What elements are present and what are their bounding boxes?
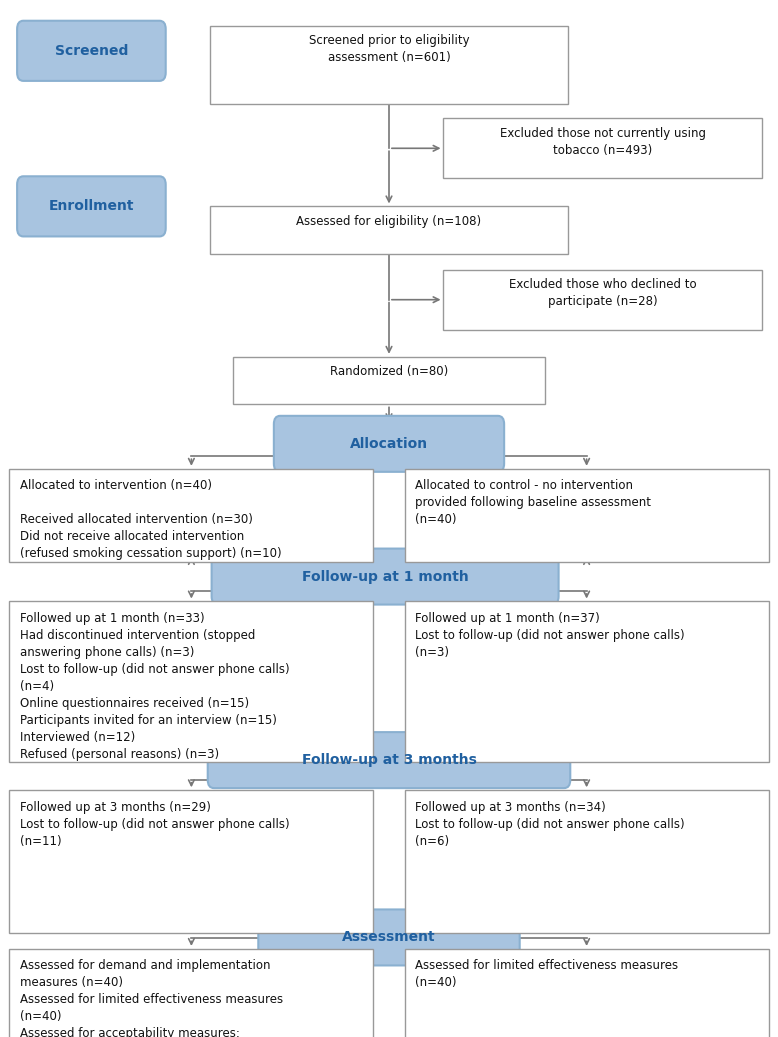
Text: Screened prior to eligibility
assessment (n=601): Screened prior to eligibility assessment…: [309, 34, 469, 64]
FancyBboxPatch shape: [405, 469, 769, 562]
FancyBboxPatch shape: [9, 601, 373, 762]
Text: Allocation: Allocation: [350, 437, 428, 451]
Text: Followed up at 1 month (n=37)
Lost to follow-up (did not answer phone calls)
(n=: Followed up at 1 month (n=37) Lost to fo…: [415, 612, 685, 658]
Text: Assessed for limited effectiveness measures
(n=40): Assessed for limited effectiveness measu…: [415, 959, 678, 989]
Text: Followed up at 1 month (n=33)
Had discontinued intervention (stopped
answering p: Followed up at 1 month (n=33) Had discon…: [20, 612, 290, 761]
FancyBboxPatch shape: [443, 270, 762, 330]
Text: Excluded those not currently using
tobacco (n=493): Excluded those not currently using tobac…: [500, 127, 706, 157]
Text: Allocated to control - no intervention
provided following baseline assessment
(n: Allocated to control - no intervention p…: [415, 479, 651, 526]
FancyBboxPatch shape: [405, 601, 769, 762]
Text: Enrollment: Enrollment: [49, 199, 134, 214]
Text: Assessed for eligibility (n=108): Assessed for eligibility (n=108): [296, 215, 482, 228]
Text: Screened: Screened: [54, 44, 128, 58]
FancyBboxPatch shape: [258, 909, 520, 965]
FancyBboxPatch shape: [210, 206, 568, 254]
FancyBboxPatch shape: [9, 790, 373, 933]
Text: Followed up at 3 months (n=29)
Lost to follow-up (did not answer phone calls)
(n: Followed up at 3 months (n=29) Lost to f…: [20, 801, 290, 847]
Text: Follow-up at 3 months: Follow-up at 3 months: [302, 753, 476, 767]
FancyBboxPatch shape: [9, 949, 373, 1037]
Text: Randomized (n=80): Randomized (n=80): [330, 365, 448, 379]
FancyBboxPatch shape: [274, 416, 504, 472]
FancyBboxPatch shape: [233, 357, 545, 404]
Text: Follow-up at 1 month: Follow-up at 1 month: [302, 569, 468, 584]
FancyBboxPatch shape: [9, 469, 373, 562]
FancyBboxPatch shape: [17, 176, 166, 236]
Text: Allocated to intervention (n=40)

Received allocated intervention (n=30)
Did not: Allocated to intervention (n=40) Receive…: [20, 479, 282, 560]
FancyBboxPatch shape: [443, 118, 762, 178]
Text: Assessment: Assessment: [342, 930, 436, 945]
FancyBboxPatch shape: [210, 26, 568, 104]
FancyBboxPatch shape: [212, 549, 559, 605]
FancyBboxPatch shape: [208, 732, 570, 788]
Text: Excluded those who declined to
participate (n=28): Excluded those who declined to participa…: [509, 278, 697, 308]
FancyBboxPatch shape: [405, 790, 769, 933]
FancyBboxPatch shape: [17, 21, 166, 81]
Text: Assessed for demand and implementation
measures (n=40)
Assessed for limited effe: Assessed for demand and implementation m…: [20, 959, 283, 1037]
Text: Followed up at 3 months (n=34)
Lost to follow-up (did not answer phone calls)
(n: Followed up at 3 months (n=34) Lost to f…: [415, 801, 685, 847]
FancyBboxPatch shape: [405, 949, 769, 1037]
